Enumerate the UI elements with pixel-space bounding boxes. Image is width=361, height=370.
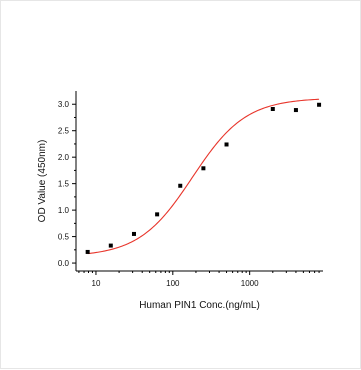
data-points-group: [85, 102, 322, 254]
data-point: [201, 166, 206, 171]
y-axis-title: OD Value (450nm): [37, 140, 48, 223]
y-tick-label: 3.0: [58, 100, 70, 109]
data-point: [108, 243, 113, 248]
y-tick-label: 0.0: [58, 259, 70, 268]
axes: [72, 91, 323, 275]
fit-curve-group: [87, 98, 320, 255]
x-tick-label: 10: [92, 279, 101, 288]
y-tick-label: 1.0: [58, 206, 70, 215]
data-point: [178, 183, 183, 188]
x-axis-title: Human PIN1 Conc.(ng/mL): [139, 300, 260, 311]
y-tick-label: 0.5: [58, 233, 70, 242]
data-point: [293, 108, 298, 113]
data-point: [224, 142, 229, 147]
labels-group: 0.0 0.5 1.0 1.5 2.0 2.5 3.0 10 100 1000: [58, 100, 259, 288]
data-point: [317, 102, 322, 107]
y-tick-label: 2.0: [58, 153, 70, 162]
fit-curve: [87, 98, 320, 255]
y-tick-label: 1.5: [58, 180, 70, 189]
x-tick-label: 100: [166, 279, 180, 288]
data-point: [270, 107, 275, 111]
x-tick-label: 1000: [241, 279, 259, 288]
y-tick-label: 2.5: [58, 127, 70, 136]
data-point: [155, 212, 160, 217]
data-point: [85, 249, 90, 254]
data-point: [131, 231, 136, 236]
